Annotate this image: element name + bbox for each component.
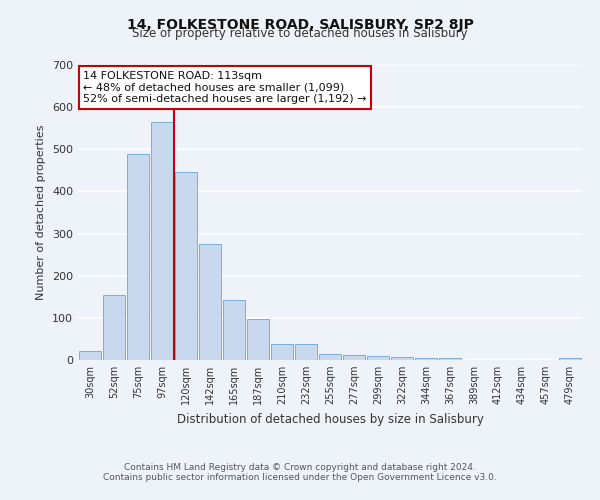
Bar <box>79 350 101 360</box>
X-axis label: Distribution of detached houses by size in Salisbury: Distribution of detached houses by size … <box>176 412 484 426</box>
Bar <box>175 172 197 360</box>
Bar <box>103 294 125 360</box>
Text: 14, FOLKESTONE ROAD, SALISBURY, SP2 8JP: 14, FOLKESTONE ROAD, SALISBURY, SP2 8JP <box>127 18 473 32</box>
Bar <box>559 358 581 360</box>
Bar <box>367 356 389 360</box>
Bar <box>271 344 293 360</box>
Bar <box>415 358 437 360</box>
Text: Contains public sector information licensed under the Open Government Licence v3: Contains public sector information licen… <box>103 472 497 482</box>
Bar <box>343 354 365 360</box>
Y-axis label: Number of detached properties: Number of detached properties <box>37 125 46 300</box>
Bar <box>247 319 269 360</box>
Bar <box>199 244 221 360</box>
Bar <box>223 300 245 360</box>
Bar <box>295 344 317 360</box>
Bar <box>391 357 413 360</box>
Bar <box>127 154 149 360</box>
Bar <box>151 122 173 360</box>
Bar <box>439 358 461 360</box>
Text: Contains HM Land Registry data © Crown copyright and database right 2024.: Contains HM Land Registry data © Crown c… <box>124 462 476 471</box>
Text: Size of property relative to detached houses in Salisbury: Size of property relative to detached ho… <box>132 28 468 40</box>
Text: 14 FOLKESTONE ROAD: 113sqm
← 48% of detached houses are smaller (1,099)
52% of s: 14 FOLKESTONE ROAD: 113sqm ← 48% of deta… <box>83 71 367 104</box>
Bar <box>319 354 341 360</box>
